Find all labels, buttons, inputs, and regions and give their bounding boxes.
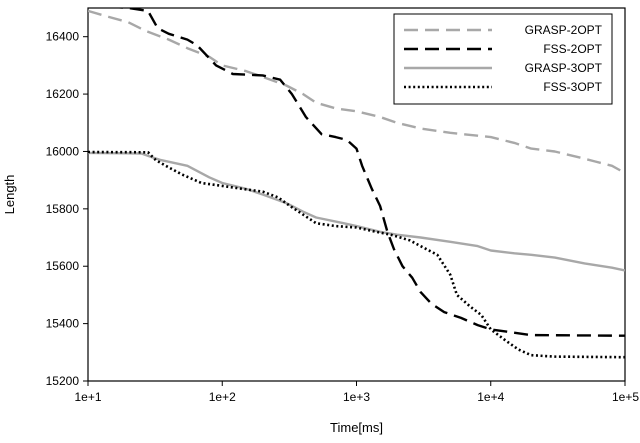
y-tick-label: 16000 xyxy=(46,144,80,158)
y-tick-label: 15800 xyxy=(46,202,80,216)
legend-label: FSS-3OPT xyxy=(543,80,602,94)
legend-label: FSS-2OPT xyxy=(543,42,602,56)
legend: GRASP-2OPT FSS-2OPT GRASP-3OPT FSS-3OPT xyxy=(393,13,613,105)
x-tick-label: 1e+4 xyxy=(477,390,504,404)
x-tick-label: 1e+1 xyxy=(74,390,101,404)
y-tick-label: 15400 xyxy=(46,317,80,331)
x-tick-label: 1e+2 xyxy=(209,390,236,404)
x-tick-label: 1e+3 xyxy=(343,390,370,404)
y-tick-label: 16400 xyxy=(46,30,80,44)
series-layer xyxy=(88,8,625,359)
series-line-fss-3opt xyxy=(88,150,625,359)
series-line-grasp-2opt xyxy=(88,9,625,175)
y-tick-label: 15200 xyxy=(46,374,80,388)
series-line-grasp-3opt xyxy=(88,151,625,272)
y-tick-label: 15600 xyxy=(46,259,80,273)
y-axis-label: Length xyxy=(2,175,17,215)
x-axis-label: Time[ms] xyxy=(330,420,383,435)
series-line-fss-2opt xyxy=(111,8,625,337)
x-axis: 1e+1 1e+2 1e+3 1e+4 1e+5 xyxy=(74,381,639,404)
x-tick-label: 1e+5 xyxy=(612,390,639,404)
legend-label: GRASP-3OPT xyxy=(525,61,603,75)
y-axis: 15200 15400 15600 15800 16000 16200 16400 xyxy=(46,30,88,388)
legend-label: GRASP-2OPT xyxy=(525,23,603,37)
y-tick-label: 16200 xyxy=(46,87,80,101)
